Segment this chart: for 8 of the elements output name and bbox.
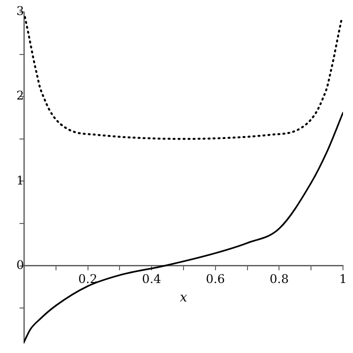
x-axis-title: x [180, 290, 188, 306]
x-tick-label: 0.8 [270, 272, 289, 286]
x-tick-label: 0.6 [206, 272, 225, 286]
x-tick-label: 0.2 [78, 272, 98, 286]
y-tick-label: 2 [16, 88, 24, 103]
x-tick-label: 0.4 [142, 272, 162, 286]
x-tick-label: 1 [339, 272, 347, 286]
line-series [24, 16, 343, 140]
